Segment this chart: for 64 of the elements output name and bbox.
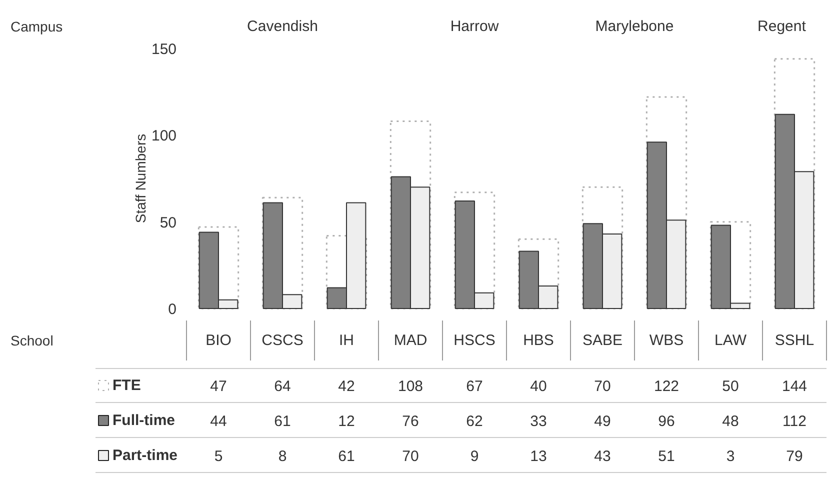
x-tick-label: WBS <box>649 332 684 349</box>
x-tick-label: HSCS <box>454 332 496 349</box>
text: Campus <box>10 18 63 34</box>
data-label: 44 <box>210 413 227 430</box>
data-label: 12 <box>338 413 355 430</box>
data-label: 40 <box>530 378 547 395</box>
y-axis-title: Staff Numbers <box>132 134 148 224</box>
x-tick-label: IH <box>339 332 354 349</box>
data-label: 112 <box>782 413 806 430</box>
data-label: 50 <box>722 378 739 395</box>
data-label: 3 <box>726 448 735 465</box>
data-label: 42 <box>338 378 355 395</box>
data-label: 5 <box>214 448 223 465</box>
bar <box>390 120 432 310</box>
x-tick-label: SABE <box>582 332 623 349</box>
x-tick-label: SSHL <box>774 332 814 349</box>
x-tick-label: LAW <box>714 332 748 349</box>
data-label: 144 <box>782 378 808 395</box>
text: School <box>10 332 54 348</box>
data-label: 13 <box>530 448 547 465</box>
data-label: 43 <box>594 448 611 465</box>
data-label: 96 <box>658 413 675 430</box>
data-label: 70 <box>594 378 611 395</box>
bar <box>262 196 304 310</box>
bar <box>454 192 496 310</box>
text: Marylebone <box>595 18 674 35</box>
data-label: 122 <box>654 378 680 395</box>
text: Harrow <box>450 18 499 35</box>
bar <box>518 238 560 310</box>
legend-label: Full-time <box>112 412 175 429</box>
data-label: 47 <box>210 378 227 395</box>
data-label: 61 <box>274 413 291 430</box>
data-label: 48 <box>722 413 739 430</box>
text: Cavendish <box>247 18 318 35</box>
data-label: 49 <box>594 413 611 430</box>
bar <box>326 234 368 310</box>
bar <box>582 186 624 310</box>
data-label: 76 <box>402 413 419 430</box>
text: Regent <box>758 18 807 35</box>
data-label: 51 <box>658 448 675 465</box>
bar <box>710 221 752 310</box>
bar <box>198 226 240 310</box>
data-label: 62 <box>466 413 483 430</box>
y-tick-label: 50 <box>160 214 177 232</box>
data-label: 67 <box>466 378 483 395</box>
y-tick-label: 0 <box>168 301 176 318</box>
y-tick-label: 100 <box>151 128 177 145</box>
x-tick-label: MAD <box>394 332 428 349</box>
legend-label: Part-time <box>112 447 178 464</box>
data-label: 9 <box>470 448 479 465</box>
x-tick-label: HBS <box>523 332 554 349</box>
data-label: 8 <box>278 448 287 465</box>
data-label: 108 <box>398 378 424 395</box>
x-tick-label: CSCS <box>262 332 304 349</box>
bar <box>646 96 688 310</box>
x-tick-label: BIO <box>206 332 232 349</box>
data-label: 79 <box>786 448 803 465</box>
legend-label: FTE <box>112 377 141 394</box>
data-label: 61 <box>338 448 355 465</box>
data-label: 33 <box>530 413 547 430</box>
y-tick-label: 150 <box>151 41 177 58</box>
data-label: 70 <box>402 448 419 465</box>
data-label: 64 <box>274 378 291 395</box>
bar <box>774 58 816 310</box>
